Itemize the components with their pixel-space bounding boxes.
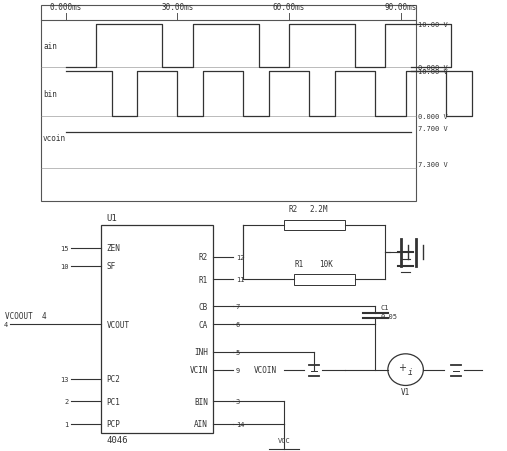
Text: U1: U1	[106, 214, 117, 223]
Text: 90.00ms: 90.00ms	[384, 3, 417, 12]
Text: 6: 6	[236, 322, 240, 328]
Text: 1: 1	[64, 421, 68, 427]
Text: R1: R1	[199, 275, 208, 284]
Bar	[294, 274, 355, 285]
Text: 12: 12	[236, 254, 244, 260]
Text: INH: INH	[194, 347, 208, 356]
Text: VCOOUT  4: VCOOUT 4	[5, 311, 47, 320]
Text: 10K: 10K	[319, 259, 333, 268]
Text: 0.000ms: 0.000ms	[50, 3, 82, 12]
Text: ain: ain	[43, 41, 57, 51]
Text: 7: 7	[236, 304, 240, 310]
Text: R2: R2	[199, 253, 208, 262]
Text: 7.700 V: 7.700 V	[418, 126, 448, 132]
Text: 2.2M: 2.2M	[309, 205, 328, 214]
Text: 7.300 V: 7.300 V	[418, 161, 448, 167]
Text: ZEN: ZEN	[106, 244, 120, 253]
Text: SF: SF	[106, 262, 116, 271]
Text: PCP: PCP	[106, 419, 120, 428]
Text: 30.00ms: 30.00ms	[161, 3, 194, 12]
Text: VCIN: VCIN	[190, 365, 208, 374]
Text: 10.00 V: 10.00 V	[418, 22, 448, 28]
Text: C1: C1	[380, 304, 389, 310]
Text: BIN: BIN	[194, 397, 208, 406]
Bar	[41, 6, 416, 201]
Text: 5: 5	[236, 349, 240, 355]
Text: 2: 2	[64, 398, 68, 405]
Bar	[284, 220, 345, 231]
Text: 13: 13	[60, 376, 68, 382]
Text: 14: 14	[236, 421, 244, 427]
Text: PC1: PC1	[106, 397, 120, 406]
Text: i: i	[408, 368, 413, 377]
Text: PC2: PC2	[106, 374, 120, 383]
Text: VCOUT: VCOUT	[106, 320, 130, 329]
Text: 15: 15	[60, 245, 68, 251]
Text: bin: bin	[43, 90, 57, 99]
Text: 0.05: 0.05	[380, 313, 397, 319]
Text: 3: 3	[236, 398, 240, 405]
Bar	[101, 226, 213, 433]
Text: 11: 11	[236, 276, 244, 283]
Text: 0.000 V: 0.000 V	[418, 114, 448, 120]
Text: 60.00ms: 60.00ms	[273, 3, 305, 12]
Text: 10.00 V: 10.00 V	[418, 69, 448, 75]
Text: CA: CA	[199, 320, 208, 329]
Text: 4: 4	[4, 322, 8, 328]
Text: AIN: AIN	[194, 419, 208, 428]
Text: +: +	[397, 363, 406, 373]
Text: vcoin: vcoin	[43, 134, 66, 143]
Text: R1: R1	[294, 259, 303, 268]
Text: V1: V1	[401, 388, 410, 396]
Text: R2: R2	[289, 205, 298, 214]
Text: 4046: 4046	[106, 435, 128, 444]
Text: 0.000 V: 0.000 V	[418, 65, 448, 71]
Text: 10: 10	[60, 263, 68, 269]
Text: VCC: VCC	[277, 437, 291, 443]
Text: 9: 9	[236, 367, 240, 373]
Text: VCOIN: VCOIN	[254, 365, 277, 374]
Text: CB: CB	[199, 302, 208, 311]
